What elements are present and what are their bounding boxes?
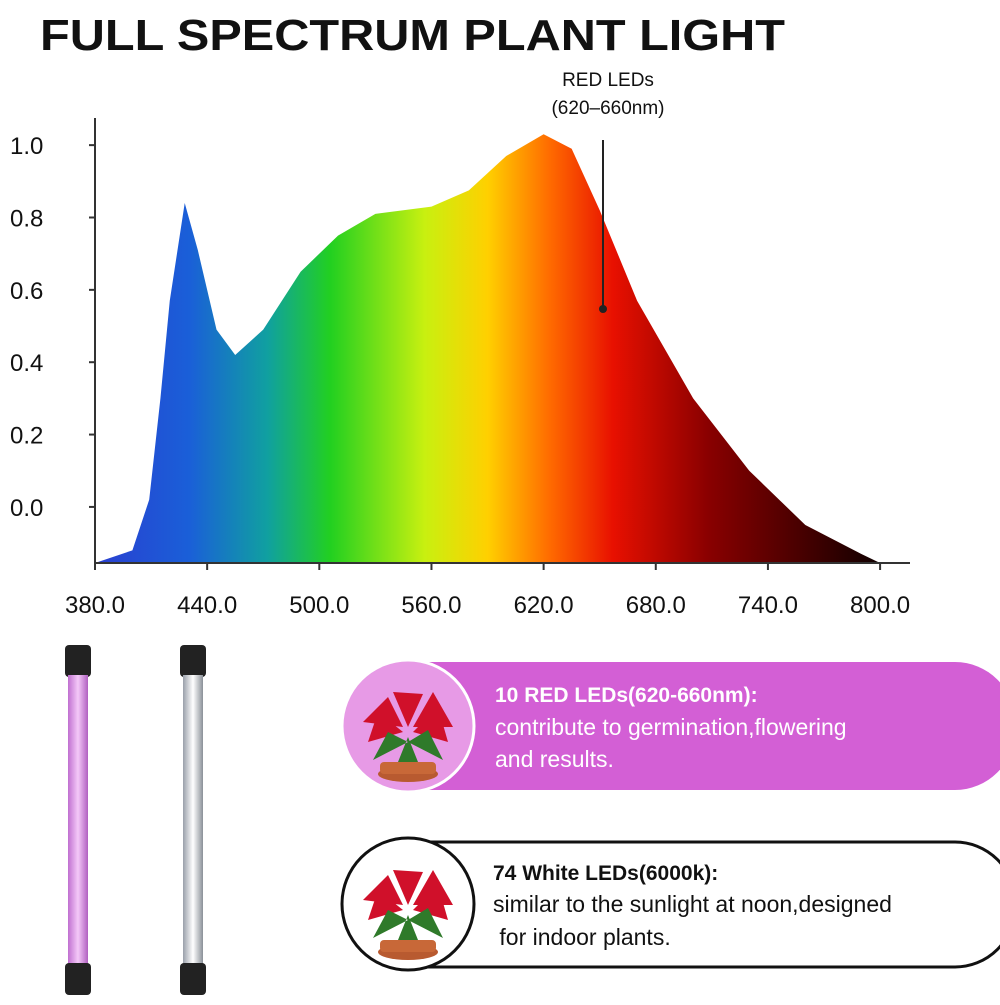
card-text: for indoor plants. — [493, 924, 671, 950]
x-tick-label: 380.0 — [65, 592, 125, 619]
card-title: 10 RED LEDs(620-660nm): — [495, 684, 758, 707]
x-tick-label: 440.0 — [177, 592, 237, 619]
purple-tube — [65, 645, 91, 995]
title: FULL SPECTRUM PLANT LIGHT — [40, 11, 785, 60]
x-tick-label: 500.0 — [289, 592, 349, 619]
card-text: contribute to germination,flowering — [495, 714, 847, 740]
annotation: (620–660nm) — [551, 98, 664, 119]
y-tick-label: 0.4 — [10, 350, 43, 377]
x-tick-label: 680.0 — [626, 592, 686, 619]
y-tick-label: 1.0 — [10, 133, 43, 160]
y-tick-label: 0.8 — [10, 205, 43, 232]
x-tick-label: 620.0 — [514, 592, 574, 619]
annotation: RED LEDs — [562, 70, 654, 91]
card-red — [345, 662, 1000, 790]
y-tick-label: 0.6 — [10, 278, 43, 305]
y-tick-label: 0.2 — [10, 423, 43, 450]
x-tick-label: 740.0 — [738, 592, 798, 619]
plot: 0.0 0.2 0.4 0.6 0.8 1.0 380.0 440.0 500.0 560.0 62… — [10, 118, 910, 619]
x-tick-label: 560.0 — [401, 592, 461, 619]
spectrum-area — [95, 134, 881, 563]
y-tick-label: 0.0 — [10, 495, 43, 522]
card-title: 74 White LEDs(6000k): — [493, 862, 718, 885]
card-text: similar to the sunlight at noon,designed — [493, 891, 892, 917]
x-tick-label: 800.0 — [850, 592, 910, 619]
card-text: and results. — [495, 746, 614, 772]
white-tube — [180, 645, 206, 995]
annotation-dot — [599, 305, 607, 313]
